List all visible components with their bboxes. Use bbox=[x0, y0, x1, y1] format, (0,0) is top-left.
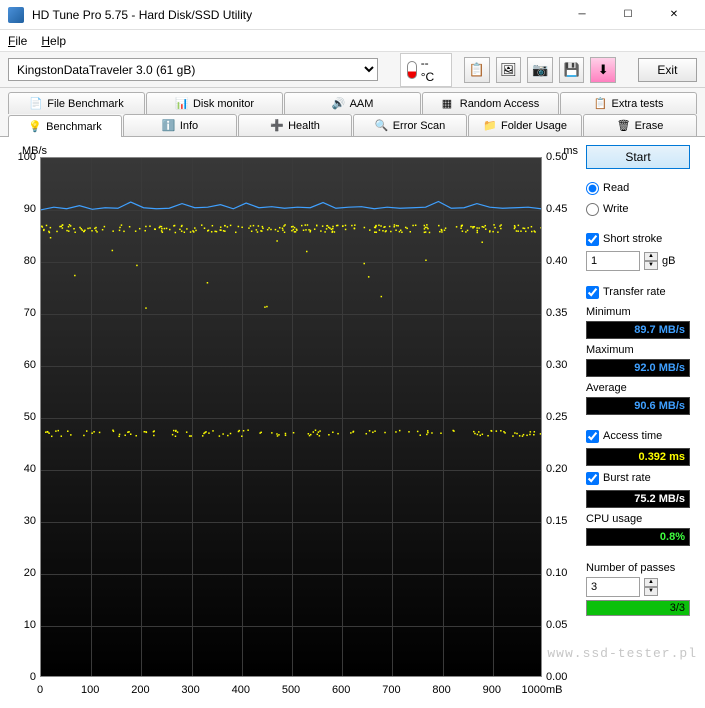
temperature-value: -- °C bbox=[421, 56, 445, 84]
average-value: 90.6 MB/s bbox=[586, 397, 690, 415]
tab-random-access[interactable]: ▦Random Access bbox=[422, 92, 559, 114]
chart-area: MB/s ms 1009080706050403020100 0.500.450… bbox=[8, 145, 578, 700]
benchmark-icon: 💡 bbox=[28, 120, 42, 134]
error-scan-icon: 🔍 bbox=[375, 119, 389, 133]
x-ticks: 01002003004005006007008009001000mB bbox=[40, 684, 542, 700]
write-radio[interactable] bbox=[586, 203, 599, 216]
short-stroke-unit: gB bbox=[662, 255, 675, 267]
read-radio[interactable] bbox=[586, 182, 599, 195]
passes-input[interactable] bbox=[586, 577, 640, 597]
y-ticks-right: 0.500.450.400.350.300.250.200.150.100.05… bbox=[544, 157, 578, 677]
file-benchmark-icon: 📄 bbox=[29, 97, 43, 111]
minimum-label: Minimum bbox=[586, 306, 690, 318]
passes-spinner[interactable]: ▲▼ bbox=[644, 578, 658, 596]
access-time-label: Access time bbox=[603, 430, 662, 442]
maximum-label: Maximum bbox=[586, 344, 690, 356]
temperature-display: -- °C bbox=[400, 53, 452, 87]
tab-aam[interactable]: 🔊AAM bbox=[284, 92, 421, 114]
minimize-button[interactable]: ─ bbox=[559, 0, 605, 30]
burst-rate-value: 75.2 MB/s bbox=[586, 490, 690, 508]
titlebar: HD Tune Pro 5.75 - Hard Disk/SSD Utility… bbox=[0, 0, 705, 30]
tab-benchmark[interactable]: 💡Benchmark bbox=[8, 115, 122, 137]
app-icon bbox=[8, 7, 24, 23]
access-time-check[interactable] bbox=[586, 430, 599, 443]
tab-file-benchmark[interactable]: 📄File Benchmark bbox=[8, 92, 145, 114]
save-button[interactable]: 💾 bbox=[559, 57, 585, 83]
short-stroke-label: Short stroke bbox=[603, 233, 662, 245]
tab-erase[interactable]: 🗑Erase bbox=[583, 114, 697, 136]
info-icon: ℹ️ bbox=[162, 119, 176, 133]
minimum-value: 89.7 MB/s bbox=[586, 321, 690, 339]
close-button[interactable]: ✕ bbox=[651, 0, 697, 30]
progress-bar: 3/3 bbox=[586, 600, 690, 616]
exit-button[interactable]: Exit bbox=[638, 58, 697, 82]
window-title: HD Tune Pro 5.75 - Hard Disk/SSD Utility bbox=[32, 8, 559, 22]
tab-folder-usage[interactable]: 📁Folder Usage bbox=[468, 114, 582, 136]
thermometer-icon bbox=[407, 61, 417, 79]
average-label: Average bbox=[586, 382, 690, 394]
y-ticks-left: 1009080706050403020100 bbox=[8, 157, 38, 677]
tab-disk-monitor[interactable]: 📊Disk monitor bbox=[146, 92, 283, 114]
toolbar: KingstonDataTraveler 3.0 (61 gB) -- °C 📋… bbox=[0, 52, 705, 88]
drive-select[interactable]: KingstonDataTraveler 3.0 (61 gB) bbox=[8, 58, 378, 81]
sidebar: Start Read Write Short stroke ▲▼ gB Tran… bbox=[586, 145, 690, 700]
random-access-icon: ▦ bbox=[442, 97, 456, 111]
short-stroke-spinner[interactable]: ▲▼ bbox=[644, 252, 658, 270]
menubar: File Help bbox=[0, 30, 705, 52]
tabs-row-2: 💡Benchmark ℹ️Info ➕Health 🔍Error Scan 📁F… bbox=[0, 114, 705, 136]
menu-help[interactable]: Help bbox=[41, 34, 66, 48]
tab-extra-tests[interactable]: 📋Extra tests bbox=[560, 92, 697, 114]
tab-error-scan[interactable]: 🔍Error Scan bbox=[353, 114, 467, 136]
chart-plot bbox=[40, 157, 542, 677]
start-button[interactable]: Start bbox=[586, 145, 690, 169]
burst-rate-check[interactable] bbox=[586, 472, 599, 485]
maximize-button[interactable]: ☐ bbox=[605, 0, 651, 30]
read-label: Read bbox=[603, 182, 629, 194]
maximum-value: 92.0 MB/s bbox=[586, 359, 690, 377]
extra-tests-icon: 📋 bbox=[594, 97, 608, 111]
health-icon: ➕ bbox=[270, 119, 284, 133]
access-time-value: 0.392 ms bbox=[586, 448, 690, 466]
erase-icon: 🗑 bbox=[617, 119, 631, 133]
action-button[interactable]: ⬇ bbox=[590, 57, 616, 83]
tab-health[interactable]: ➕Health bbox=[238, 114, 352, 136]
content-area: MB/s ms 1009080706050403020100 0.500.450… bbox=[0, 136, 705, 708]
cpu-usage-label: CPU usage bbox=[586, 513, 690, 525]
progress-text: 3/3 bbox=[670, 602, 685, 614]
cpu-usage-value: 0.8% bbox=[586, 528, 690, 546]
short-stroke-check[interactable] bbox=[586, 233, 599, 246]
copy-button[interactable]: 📋 bbox=[464, 57, 490, 83]
disk-monitor-icon: 📊 bbox=[175, 97, 189, 111]
camera-button[interactable]: 📷 bbox=[527, 57, 553, 83]
transfer-rate-check[interactable] bbox=[586, 286, 599, 299]
write-label: Write bbox=[603, 203, 628, 215]
short-stroke-input[interactable] bbox=[586, 251, 640, 271]
folder-usage-icon: 📁 bbox=[483, 119, 497, 133]
tabs-row-1: 📄File Benchmark 📊Disk monitor 🔊AAM ▦Rand… bbox=[0, 88, 705, 114]
passes-label: Number of passes bbox=[586, 562, 690, 574]
burst-rate-label: Burst rate bbox=[603, 472, 651, 484]
transfer-rate-label: Transfer rate bbox=[603, 286, 666, 298]
aam-icon: 🔊 bbox=[332, 97, 346, 111]
screenshot-button[interactable]: 🖼 bbox=[496, 57, 522, 83]
tab-info[interactable]: ℹ️Info bbox=[123, 114, 237, 136]
menu-file[interactable]: File bbox=[8, 34, 27, 48]
